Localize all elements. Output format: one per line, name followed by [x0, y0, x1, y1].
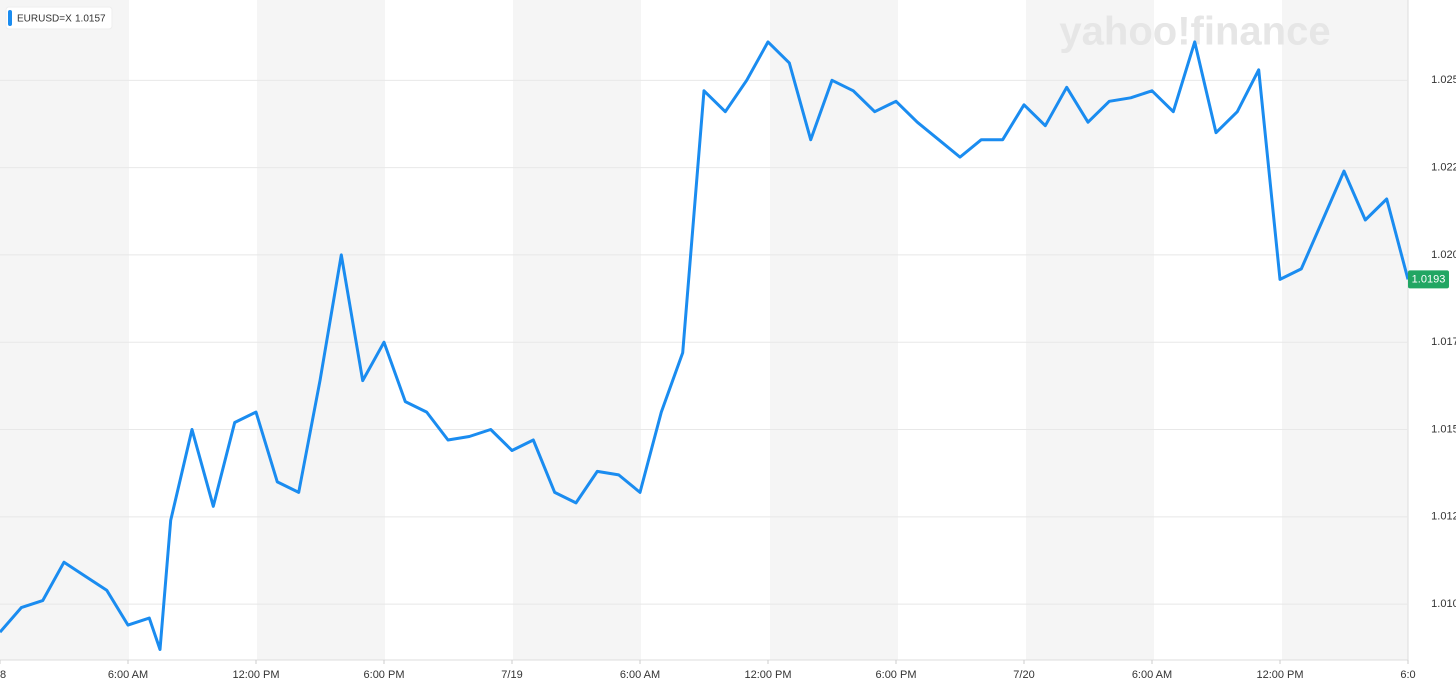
x-tick-label: 6:00 AM	[620, 669, 660, 681]
x-tick-label: 7/19	[501, 669, 522, 681]
x-tick-label: 12:00 PM	[1256, 669, 1303, 681]
band	[1026, 0, 1154, 660]
band	[513, 0, 641, 660]
x-tick-label: 6:00 AM	[108, 669, 148, 681]
y-tick-label: 1.0225	[1431, 162, 1456, 174]
price-line	[0, 40, 1410, 651]
y-tick-label: 1.0200	[1431, 249, 1456, 261]
x-tick-label: 18	[0, 669, 6, 681]
legend-name: EURUSD=X	[17, 14, 72, 25]
band	[0, 0, 129, 660]
price-tag	[1408, 270, 1449, 289]
price-tag-label: 1.0193	[1412, 273, 1446, 285]
band	[257, 0, 385, 660]
legend-value: 1.0157	[75, 14, 106, 25]
y-tick-label: 1.0100	[1431, 598, 1456, 610]
plot	[0, 40, 1410, 651]
x-tick-label: 12:00 PM	[744, 669, 791, 681]
x-tick-label: 6:00 AM	[1132, 669, 1172, 681]
legend-swatch	[8, 10, 12, 26]
x-tick-label: 6:00 PM	[876, 669, 917, 681]
y-tick-label: 1.0150	[1431, 423, 1456, 435]
band	[770, 0, 898, 660]
x-tick-label: 6:0	[1400, 669, 1415, 681]
y-tick-label: 1.0250	[1431, 74, 1456, 86]
x-tick-label: 7/20	[1013, 669, 1034, 681]
x-tick-label: 6:00 PM	[364, 669, 405, 681]
y-tick-label: 1.0175	[1431, 336, 1456, 348]
x-tick-label: 12:00 PM	[232, 669, 279, 681]
legend-box	[5, 6, 113, 30]
y-tick-label: 1.0125	[1431, 511, 1456, 523]
band	[1282, 0, 1408, 660]
